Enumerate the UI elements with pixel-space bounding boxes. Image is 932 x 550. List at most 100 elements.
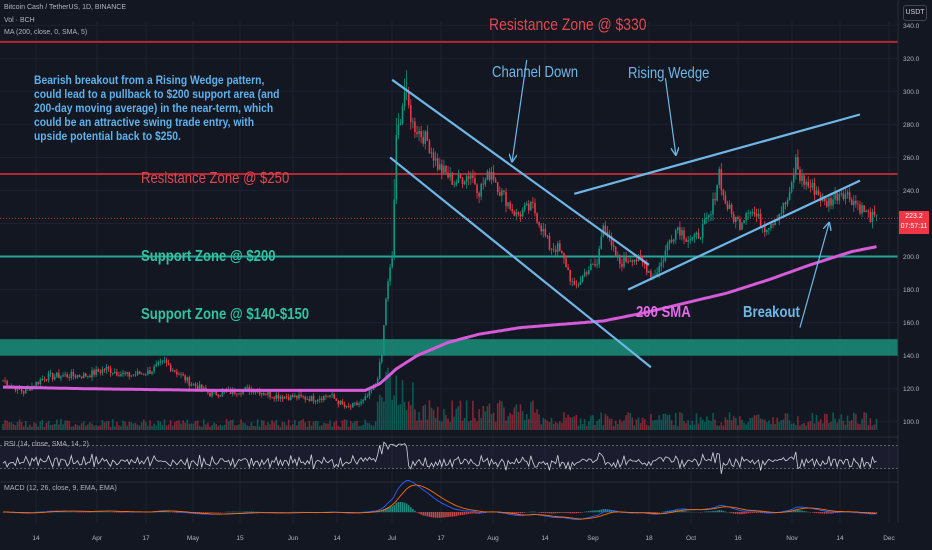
volume-bar (706, 416, 708, 430)
candle (807, 176, 810, 189)
volume-bar (360, 425, 362, 430)
candle (337, 399, 340, 408)
candle-body (679, 227, 681, 236)
volume-bar (33, 422, 35, 430)
candle (49, 369, 52, 378)
candle-body (809, 186, 812, 188)
candle (488, 168, 491, 182)
macd-histogram-bar (710, 511, 712, 513)
macd-histogram-bar (202, 512, 205, 513)
candle-body (37, 381, 39, 385)
volume-bar (200, 426, 203, 430)
candle-body (457, 174, 460, 183)
volume-bar (58, 424, 60, 430)
candle (209, 391, 211, 398)
candle (666, 241, 669, 256)
candle-body (420, 131, 422, 137)
candle (598, 245, 600, 269)
volume-bar (571, 417, 574, 430)
volume-bar (343, 419, 346, 430)
candle (438, 158, 441, 171)
candle (422, 130, 425, 147)
candle (443, 159, 445, 176)
volume-bar (654, 420, 656, 430)
candle (339, 400, 342, 406)
candle (383, 324, 385, 356)
candle-body (196, 385, 199, 390)
volume-bar (563, 412, 565, 430)
volume-bar (720, 422, 723, 430)
volume-bar (263, 420, 265, 430)
volume-bar (372, 425, 375, 430)
candle-body (258, 390, 261, 395)
volume-bar (621, 421, 623, 430)
macd-histogram-bar (801, 510, 803, 513)
candle (323, 395, 325, 403)
volume-bar (710, 421, 712, 430)
volume-bar (565, 417, 567, 430)
volume-bar (650, 413, 652, 430)
candle (327, 395, 329, 398)
candle (441, 159, 443, 180)
macd-histogram-bar (422, 512, 425, 516)
macd-histogram-bar (577, 512, 580, 514)
macd-histogram-bar (556, 512, 559, 514)
candle-body (768, 228, 770, 230)
y-tick-label: 300.0 (903, 89, 920, 96)
rising-wedge-arrow (664, 78, 675, 154)
candle-body (513, 211, 516, 216)
candle (165, 357, 168, 367)
candle-body (747, 212, 749, 214)
volume-bar (37, 426, 39, 430)
candle-body (577, 284, 580, 286)
candle-body (126, 372, 128, 374)
candle-body (685, 239, 687, 242)
candle (710, 210, 712, 222)
volume-bar (451, 400, 453, 430)
volume-bar (122, 420, 124, 430)
candle-body (790, 182, 793, 192)
volume-bar (863, 412, 865, 430)
candle (594, 258, 596, 268)
candle (546, 234, 549, 239)
volume-bar (844, 424, 847, 430)
macd-histogram-bar (685, 511, 687, 513)
candle (385, 297, 387, 326)
volume-bar (465, 400, 468, 430)
channel-down-label: Channel Down (492, 64, 579, 81)
volume-bar (480, 417, 482, 430)
candle (629, 257, 632, 263)
volume-bar (4, 420, 6, 430)
candle (314, 399, 317, 405)
volume-bar (70, 426, 73, 430)
candle-body (486, 171, 489, 180)
volume-bar (819, 419, 822, 430)
macd-histogram-bar (451, 512, 453, 517)
macd-histogram-bar (470, 512, 472, 514)
volume-bar (174, 421, 176, 430)
candle (554, 245, 557, 257)
volume-bar (525, 414, 528, 430)
currency-button[interactable]: USDT (903, 5, 927, 21)
volume-bar (795, 425, 797, 430)
volume-bar (830, 421, 832, 430)
candle (852, 195, 855, 212)
macd-histogram-bar (519, 512, 522, 514)
candle (343, 401, 346, 409)
volume-bar (211, 425, 213, 430)
macd-histogram-bar (198, 512, 201, 513)
volume-bar (507, 416, 509, 430)
volume-bar (198, 426, 201, 430)
candle-body (443, 165, 445, 173)
volume-bar (544, 419, 547, 430)
macd-histogram-bar (737, 512, 739, 514)
volume-bar (157, 420, 160, 430)
candle-body (387, 281, 389, 299)
macd-histogram-bar (751, 512, 754, 513)
candle (176, 368, 178, 378)
support-140-label: Support Zone @ $140-$150 (141, 306, 310, 323)
candle (668, 239, 671, 250)
candle-body (619, 255, 621, 264)
volume-bar (395, 375, 398, 430)
